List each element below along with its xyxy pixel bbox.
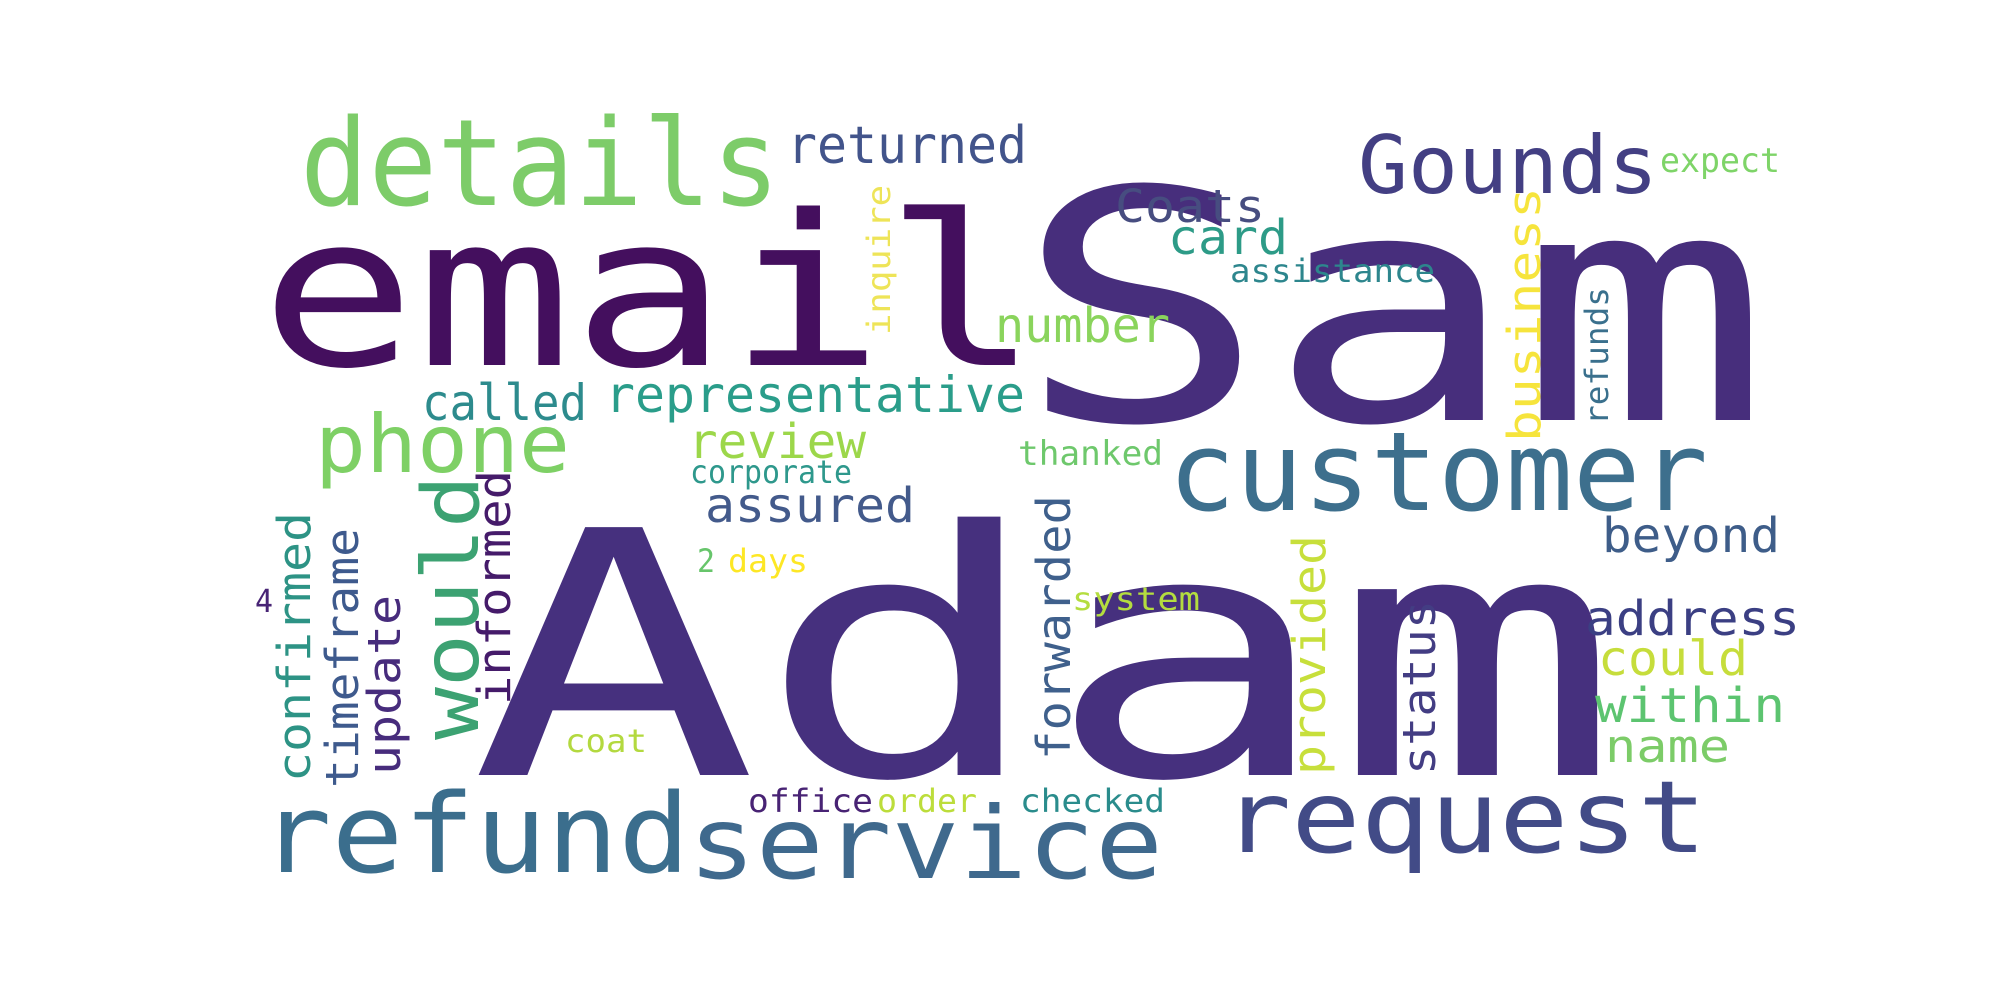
word-2: 2: [697, 542, 715, 580]
word-refunds: refunds: [1578, 287, 1616, 425]
word-address: address: [1585, 591, 1800, 647]
word-gounds: Gounds: [1358, 119, 1658, 212]
word-phone: phone: [315, 398, 570, 491]
word-order: order: [877, 782, 977, 820]
word-provided: provided: [1283, 535, 1336, 775]
word-customer: customer: [1168, 408, 1708, 536]
word-timeframe: timeframe: [316, 528, 369, 788]
word-checked: checked: [1020, 782, 1165, 820]
word-business: business: [1498, 187, 1551, 442]
word-beyond: beyond: [1602, 508, 1780, 564]
word-sam: Sam: [1015, 124, 1770, 496]
word-office: office: [748, 782, 873, 820]
word-informed: informed: [468, 470, 521, 705]
word-service: service: [688, 785, 1163, 902]
word-request: request: [1222, 759, 1707, 876]
word-assured: assured: [705, 478, 915, 534]
word-name: name: [1605, 720, 1730, 773]
word-review: review: [688, 414, 866, 470]
word-system: system: [1072, 580, 1200, 618]
word-update: update: [358, 595, 411, 775]
word-called: called: [422, 374, 587, 432]
word-details: details: [300, 95, 780, 234]
word-coat: coat: [565, 722, 647, 760]
word-would: would: [407, 475, 497, 740]
word-adam: Adam: [470, 460, 1620, 856]
word-card: card: [1168, 210, 1288, 266]
word-thanked: thanked: [1018, 434, 1163, 474]
word-returned: returned: [787, 116, 1027, 176]
word-refund: refund: [260, 770, 690, 898]
word-could: could: [1598, 631, 1748, 687]
word-inquire: inquire: [860, 185, 898, 335]
word-assistance: assistance: [1230, 252, 1435, 290]
word-email: email: [260, 170, 1040, 415]
word-status: status: [1393, 600, 1446, 775]
word-representative: representative: [605, 366, 1025, 424]
word-number: number: [995, 298, 1170, 354]
word-confirmed: confirmed: [268, 512, 321, 782]
word-4: 4: [255, 582, 273, 620]
word-within: within: [1595, 678, 1785, 734]
word-coats: Coats: [1115, 180, 1265, 233]
word-days: days: [728, 542, 808, 580]
word-corporate: corporate: [690, 453, 852, 491]
word-forwarded: forwarded: [1027, 495, 1081, 760]
word-expect: expect: [1660, 141, 1780, 181]
